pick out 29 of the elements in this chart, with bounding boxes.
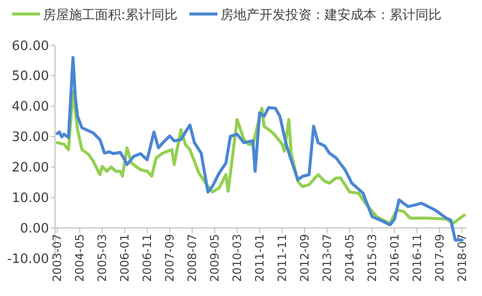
x-tick-label: 2013-07 (320, 234, 334, 282)
x-tick-label: 2003-07 (50, 234, 64, 282)
y-tick-label: 40.00 (12, 100, 49, 115)
x-tick-label: 2008-07 (185, 234, 200, 282)
y-tick-label: 0.00 (20, 221, 49, 236)
x-tick-label: 2010-03 (230, 234, 244, 282)
x-tick-label: 2011-11 (275, 234, 290, 282)
x-tick-label: 2009-05 (208, 234, 222, 282)
x-tick-label: 2006-11 (140, 234, 154, 282)
x-tick-label: 2005-03 (95, 234, 110, 282)
x-tick-label: 2016-11 (410, 234, 424, 282)
legend-label: 房屋施工面积:累计同比 (43, 7, 178, 23)
y-tick-label: 50.00 (12, 69, 49, 84)
x-tick-label: 2006-01 (118, 234, 132, 282)
x-tick-label: 2015-03 (365, 234, 380, 282)
y-tick-label: 10.00 (12, 190, 49, 206)
x-tick-label: 2018-07 (455, 234, 470, 282)
x-tick-label: 2016-01 (388, 234, 402, 282)
x-tick-label: 2007-09 (162, 234, 177, 282)
x-tick-label: 2017-09 (432, 234, 447, 282)
y-tick-label: 60.00 (12, 38, 49, 54)
x-tick-label: 2012-09 (298, 234, 312, 282)
legend-label: 房地产开发投资：建安成本：累计同比 (220, 7, 442, 23)
x-tick-label: 2011-01 (252, 234, 267, 282)
y-tick-label: -10.00 (7, 252, 49, 267)
y-tick-label: 30.00 (12, 130, 49, 146)
x-tick-label: 2004-05 (72, 234, 87, 282)
x-tick-label: 2014-05 (342, 234, 357, 282)
y-tick-label: 20.00 (12, 160, 49, 176)
